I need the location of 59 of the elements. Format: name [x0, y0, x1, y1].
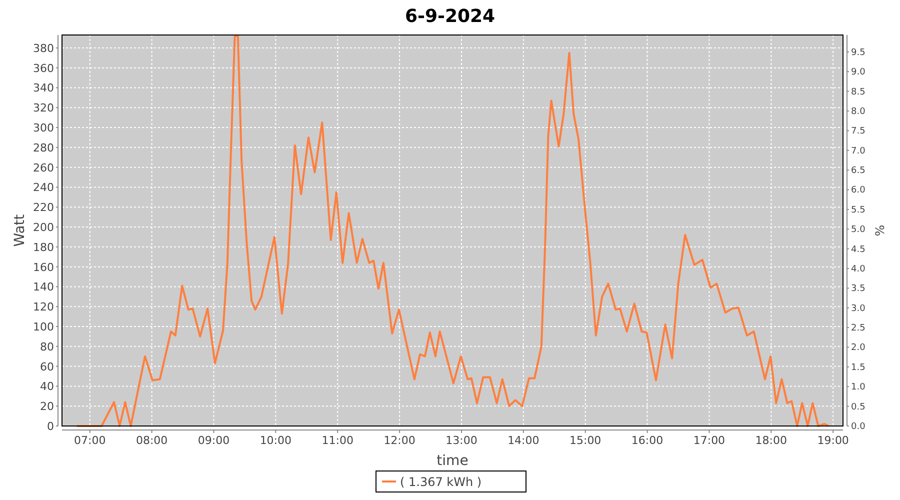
y-tick-label: 300 — [33, 122, 54, 135]
y-tick-label: 340 — [33, 82, 54, 95]
y2-tick-label: 0.0 — [851, 422, 866, 432]
y-tick-label: 20 — [40, 400, 54, 414]
y2-axis-title: % — [873, 224, 887, 236]
y-tick-label: 180 — [33, 240, 54, 254]
y-tick-label: 100 — [33, 320, 54, 334]
y2-tick-label: 8.0 — [851, 106, 866, 117]
x-tick-label: 19:00 — [817, 434, 849, 447]
x-axis-title: time — [436, 453, 468, 469]
y2-tick-label: 1.0 — [851, 382, 866, 393]
x-tick-label: 11:00 — [322, 434, 354, 447]
y2-tick-label: 3.0 — [851, 304, 866, 314]
legend-label: ( 1.367 kWh ) — [400, 475, 482, 489]
y2-tick-label: 4.5 — [851, 244, 866, 255]
y-tick-label: 120 — [33, 300, 54, 314]
x-tick-label: 12:00 — [384, 434, 416, 447]
chart-title: 6-9-2024 — [404, 6, 496, 27]
y2-tick-label: 5.0 — [851, 225, 866, 236]
y2-tick-label: 7.0 — [851, 146, 866, 156]
y-tick-label: 380 — [33, 42, 54, 55]
x-tick-label: 16:00 — [631, 434, 664, 447]
y-tick-label: 0 — [47, 420, 54, 433]
y-tick-label: 60 — [40, 360, 54, 374]
y2-tick-label: 0.5 — [851, 402, 866, 412]
y2-tick-label: 4.0 — [851, 264, 866, 274]
x-tick-label: 10:00 — [260, 434, 292, 447]
y2-tick-label: 8.5 — [851, 87, 866, 98]
x-tick-label: 08:00 — [136, 434, 168, 447]
y-tick-label: 200 — [33, 221, 54, 234]
x-tick-label: 09:00 — [198, 434, 230, 447]
y2-tick-label: 5.5 — [851, 205, 866, 216]
x-tick-label: 17:00 — [693, 434, 726, 447]
y2-tick-label: 7.5 — [851, 126, 866, 137]
y-tick-label: 260 — [33, 161, 54, 174]
y-tick-label: 140 — [33, 280, 54, 294]
y2-tick-label: 3.5 — [851, 284, 866, 294]
y2-tick-label: 9.0 — [851, 68, 866, 78]
y-tick-label: 240 — [33, 181, 54, 194]
y2-tick-label: 2.0 — [851, 343, 866, 354]
x-tick-label: 14:00 — [508, 434, 540, 447]
y-tick-label: 160 — [33, 260, 54, 274]
x-tick-label: 13:00 — [446, 434, 478, 447]
y2-tick-label: 9.5 — [851, 48, 866, 58]
y-axis-title: Watt — [12, 214, 28, 247]
y2-tick-label: 2.5 — [851, 324, 866, 334]
y2-tick-label: 6.5 — [851, 166, 866, 176]
line-series — [76, 34, 830, 427]
x-tick-label: 07:00 — [74, 434, 106, 447]
y-tick-label: 80 — [40, 340, 54, 354]
y-tick-label: 320 — [33, 102, 54, 115]
y-tick-label: 40 — [40, 380, 54, 394]
y-tick-label: 360 — [33, 62, 54, 75]
y2-tick-label: 6.0 — [851, 186, 866, 196]
x-tick-label: 18:00 — [755, 434, 788, 447]
x-tick-label: 15:00 — [570, 434, 602, 447]
y2-tick-label: 1.5 — [851, 362, 866, 373]
y-tick-label: 280 — [33, 141, 54, 154]
y-tick-label: 220 — [33, 201, 54, 214]
